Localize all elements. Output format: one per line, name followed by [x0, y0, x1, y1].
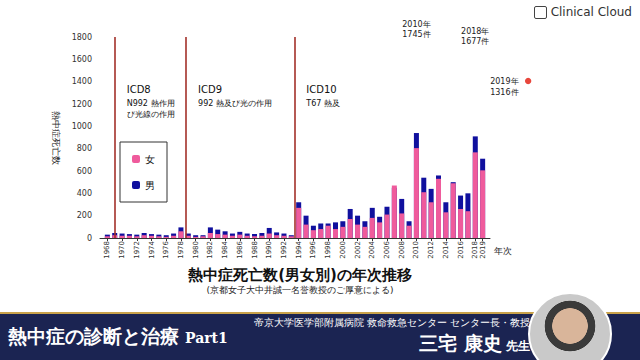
- svg-text:1986: 1986: [236, 240, 244, 258]
- svg-text:ICD9: ICD9: [198, 84, 222, 95]
- svg-text:2004: 2004: [368, 240, 376, 258]
- svg-text:2019: 2019: [479, 241, 487, 259]
- html-text:Clinical Cloud: Clinical Cloud: [550, 5, 632, 19]
- svg-text:1974: 1974: [148, 240, 156, 258]
- svg-text:1970: 1970: [118, 241, 126, 259]
- svg-text:1980: 1980: [192, 241, 200, 259]
- svg-text:400: 400: [77, 189, 92, 198]
- svg-text:2010年: 2010年: [402, 20, 430, 29]
- svg-text:1200: 1200: [72, 100, 92, 109]
- svg-text:1400: 1400: [72, 77, 92, 86]
- svg-text:(京都女子大中井誠一名誉教授のご厚意による): (京都女子大中井誠一名誉教授のご厚意による): [206, 285, 393, 295]
- svg-text:2002: 2002: [354, 241, 362, 259]
- svg-text:2010: 2010: [412, 241, 420, 259]
- svg-text:熱中症死亡数(男女別)の年次推移: 熱中症死亡数(男女別)の年次推移: [187, 266, 412, 284]
- svg-text:1984: 1984: [221, 240, 229, 258]
- svg-text:1976: 1976: [162, 240, 170, 258]
- svg-text:1745件: 1745件: [402, 30, 430, 39]
- svg-text:T67 熱及: T67 熱及: [305, 99, 340, 108]
- svg-text:1998: 1998: [324, 241, 332, 259]
- svg-text:2016: 2016: [457, 240, 465, 258]
- svg-text:992 熱及び光の作用: 992 熱及び光の作用: [198, 99, 272, 108]
- html-text:三宅 康史 先生: 三宅 康史 先生: [419, 332, 530, 354]
- svg-text:男: 男: [145, 180, 155, 191]
- svg-text:1988: 1988: [251, 241, 259, 259]
- html-text:熱中症の診断と治療 Part1: 熱中症の診断と治療 Part1: [8, 325, 228, 347]
- svg-text:1800: 1800: [72, 33, 92, 42]
- svg-text:1996: 1996: [309, 240, 317, 258]
- svg-text:1316件: 1316件: [490, 88, 518, 97]
- svg-text:女: 女: [145, 154, 155, 165]
- svg-text:び光線の作用: び光線の作用: [127, 110, 175, 119]
- svg-text:ICD10: ICD10: [306, 84, 336, 95]
- svg-text:2019年: 2019年: [490, 77, 518, 86]
- svg-text:1990: 1990: [265, 241, 273, 259]
- svg-text:1600: 1600: [72, 55, 92, 64]
- svg-text:2018: 2018: [471, 241, 480, 259]
- svg-text:2000: 2000: [339, 241, 347, 259]
- svg-text:1968: 1968: [103, 241, 111, 259]
- svg-text:2018年: 2018年: [461, 27, 489, 36]
- svg-text:ICD8: ICD8: [127, 84, 151, 95]
- svg-text:2012: 2012: [427, 241, 435, 259]
- svg-text:熱中症死亡数: 熱中症死亡数: [51, 111, 61, 165]
- svg-text:1978: 1978: [177, 241, 185, 259]
- svg-text:1972: 1972: [133, 241, 141, 259]
- svg-text:1677件: 1677件: [461, 37, 489, 46]
- svg-text:800: 800: [77, 144, 92, 153]
- svg-text:600: 600: [77, 167, 92, 176]
- svg-text:2014: 2014: [442, 240, 450, 258]
- svg-text:1992: 1992: [280, 241, 288, 259]
- svg-text:N992 熱作用: N992 熱作用: [127, 99, 175, 108]
- html-text:帝京大学医学部附属病院 救命救急センター センター長・教授: 帝京大学医学部附属病院 救命救急センター センター長・教授: [254, 317, 530, 328]
- svg-text:200: 200: [77, 211, 92, 220]
- svg-text:1000: 1000: [72, 122, 92, 131]
- svg-text:2008: 2008: [398, 241, 406, 259]
- svg-text:1982: 1982: [206, 241, 214, 259]
- svg-text:年次: 年次: [494, 246, 512, 256]
- svg-text:1994: 1994: [295, 240, 303, 258]
- svg-text:0: 0: [87, 234, 92, 243]
- svg-text:2006: 2006: [383, 240, 391, 258]
